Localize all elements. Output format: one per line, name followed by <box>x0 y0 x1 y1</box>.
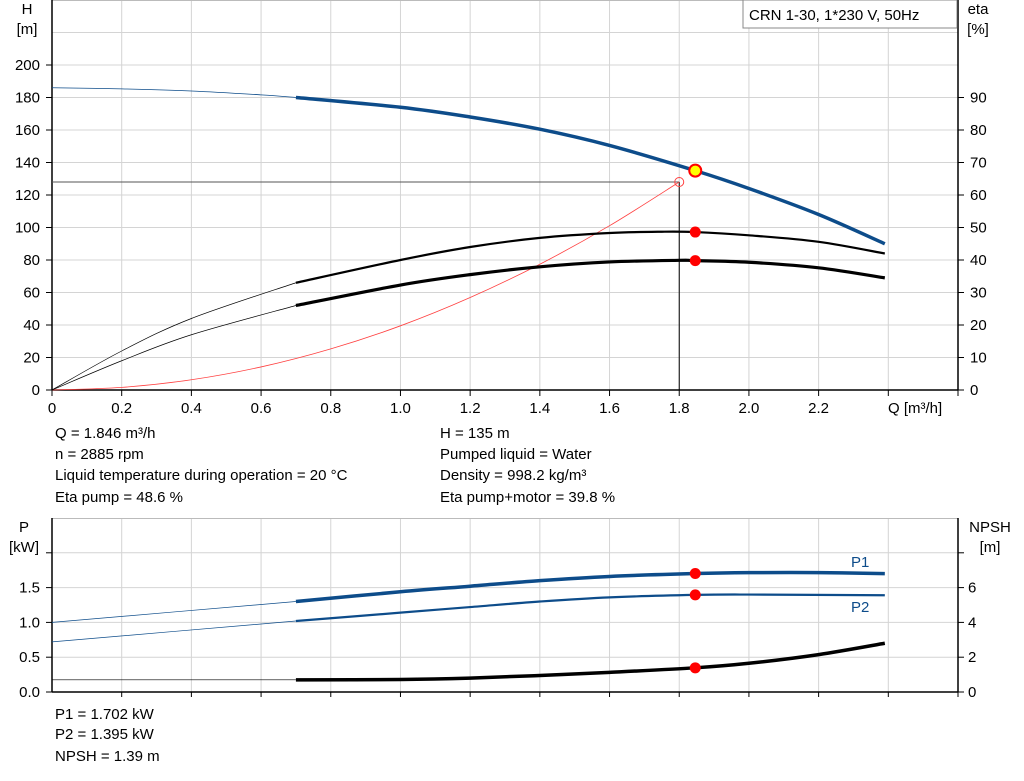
info-eta-pump: Eta pump = 48.6 % <box>55 489 183 506</box>
info-npsh: NPSH = 1.39 m <box>55 748 160 765</box>
series-label-p1: P1 <box>851 554 869 571</box>
p2-curve <box>295 593 885 623</box>
info-p2: P2 = 1.395 kW <box>55 726 154 743</box>
y-axis-unit-npsh: [m] <box>980 539 1001 556</box>
y-tick-label-right: 2 <box>968 649 976 666</box>
operating-point-marker <box>689 568 701 580</box>
duty-point-marker <box>688 163 703 178</box>
title-box-text: CRN 1-30, 1*230 V, 50Hz <box>749 7 919 24</box>
y-tick-label-right: 70 <box>970 155 987 172</box>
y-tick-label-right: 6 <box>968 580 976 597</box>
y-tick-label-right: 0 <box>970 382 978 399</box>
info-speed: n = 2885 rpm <box>55 446 144 463</box>
y-axis-label-p: P <box>19 519 29 536</box>
info-liquid: Pumped liquid = Water <box>440 446 592 463</box>
x-tick-label: 2.2 <box>808 400 829 417</box>
operating-point-marker <box>689 255 701 267</box>
x-tick-label: 0.2 <box>111 400 132 417</box>
x-tick-label: 1.6 <box>599 400 620 417</box>
x-tick-label: 0.8 <box>320 400 341 417</box>
x-tick-label: 2.0 <box>738 400 759 417</box>
x-tick-label: 1.0 <box>390 400 411 417</box>
y-tick-label-left: 180 <box>15 90 40 107</box>
series-label-p2: P2 <box>851 599 869 616</box>
info-eta-pump-motor: Eta pump+motor = 39.8 % <box>440 489 616 506</box>
y-tick-label-left: 1.0 <box>19 614 40 631</box>
head-curve <box>295 95 886 246</box>
p1-curve <box>295 570 885 604</box>
p1-curve-extrapolated <box>51 601 296 623</box>
x-tick-label: 1.8 <box>669 400 690 417</box>
eta-pump-curve <box>295 230 886 284</box>
y-tick-label-right: 30 <box>970 285 987 302</box>
info-head: H = 135 m <box>440 425 510 442</box>
x-tick-label: 1.4 <box>529 400 550 417</box>
y-tick-label-right: 60 <box>970 187 987 204</box>
y-tick-label-left: 20 <box>23 350 40 367</box>
y-tick-label-right: 80 <box>970 122 987 139</box>
x-axis-label: Q [m³/h] <box>888 400 942 417</box>
p2-curve-extrapolated <box>51 620 296 643</box>
y-tick-label-right: 0 <box>968 684 976 701</box>
reference-point-marker <box>674 177 685 187</box>
y-tick-label-left: 100 <box>15 220 40 237</box>
npsh-curve <box>295 641 886 682</box>
y-tick-label-right: 90 <box>970 90 987 107</box>
y-tick-label-right: 50 <box>970 220 987 237</box>
y-axis-unit-p: [kW] <box>9 539 39 556</box>
system-curve <box>51 181 680 391</box>
eta-pump-motor-curve <box>295 258 886 308</box>
eta-pump-curve-extrapolated <box>51 282 297 391</box>
x-tick-label: 0.4 <box>181 400 202 417</box>
y-tick-label-left: 120 <box>15 187 40 204</box>
title-box <box>742 0 958 29</box>
y-axis-label-npsh: NPSH <box>969 519 1011 536</box>
y-tick-label-left: 40 <box>23 317 40 334</box>
info-density: Density = 998.2 kg/m³ <box>440 467 587 484</box>
x-tick-label: 0.6 <box>251 400 272 417</box>
y-tick-label-left: 0.5 <box>19 649 40 666</box>
y-tick-label-left: 160 <box>15 122 40 139</box>
head-curve-extrapolated <box>51 87 296 98</box>
info-p1: P1 = 1.702 kW <box>55 706 154 723</box>
y-tick-label-right: 40 <box>970 252 987 269</box>
y-tick-label-right: 10 <box>970 350 987 367</box>
info-liquid-temp: Liquid temperature during operation = 20… <box>55 467 348 484</box>
y-tick-label-right: 4 <box>968 614 976 631</box>
y-tick-label-left: 0 <box>32 382 40 399</box>
x-tick-label: 0 <box>48 400 56 417</box>
eta-pump-motor-curve-extrapolated <box>51 305 297 391</box>
y-axis-unit-eta: [%] <box>967 21 989 38</box>
info-q: Q = 1.846 m³/h <box>55 425 156 442</box>
y-axis-label-eta: eta <box>968 1 990 18</box>
y-tick-label-left: 200 <box>15 57 40 74</box>
y-tick-label-left: 80 <box>23 252 40 269</box>
y-axis-unit-h: [m] <box>17 21 38 38</box>
y-tick-label-left: 1.5 <box>19 580 40 597</box>
operating-point-marker <box>689 226 701 238</box>
y-tick-label-right: 20 <box>970 317 987 334</box>
operating-point-marker <box>689 589 701 601</box>
x-tick-label: 1.2 <box>460 400 481 417</box>
y-tick-label-left: 140 <box>15 155 40 172</box>
y-axis-label-h: H <box>22 1 33 18</box>
operating-point-marker <box>689 662 701 674</box>
y-tick-label-left: 0.0 <box>19 684 40 701</box>
y-tick-label-left: 60 <box>23 285 40 302</box>
